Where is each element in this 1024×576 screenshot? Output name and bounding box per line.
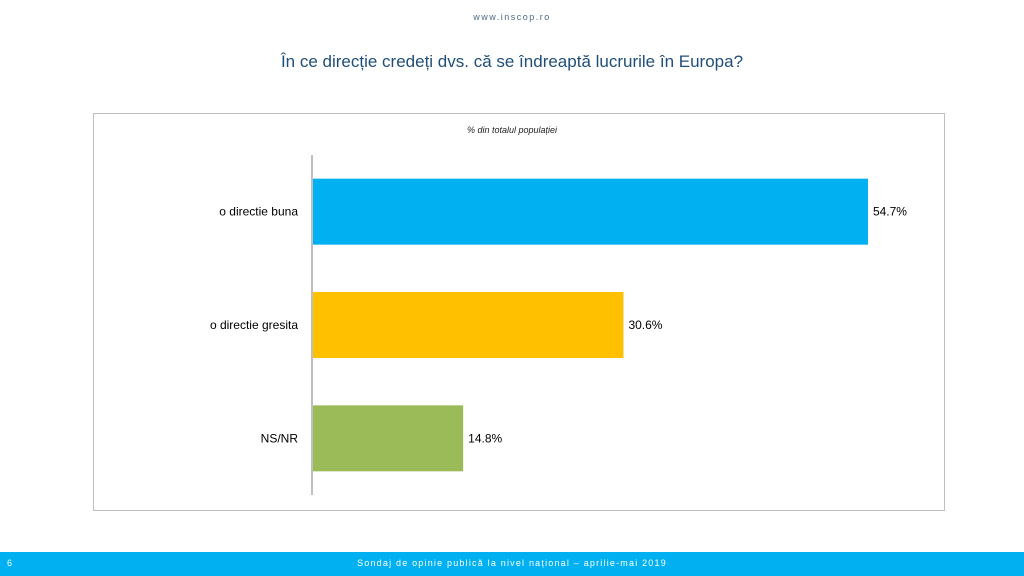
- bar-0: [313, 178, 868, 245]
- category-label-0: o directie buna: [219, 205, 298, 219]
- value-label-1: 30.6%: [628, 318, 662, 332]
- bar-2: [313, 405, 464, 472]
- category-label-2: NS/NR: [261, 431, 299, 445]
- footer-text: Sondaj de opinie publică la nivel națion…: [357, 558, 667, 568]
- page-number: 6: [7, 558, 13, 568]
- value-label-0: 54.7%: [873, 205, 907, 219]
- value-label-2: 14.8%: [468, 431, 502, 445]
- slide-title: În ce direcție credeți dvs. că se îndrea…: [280, 52, 744, 71]
- bar-1: [313, 292, 624, 358]
- category-label-1: o directie gresita: [210, 318, 298, 332]
- chart-subtitle: % din totalul populației: [466, 125, 558, 135]
- footer-bar: 6 Sondaj de opinie publică la nivel nați…: [0, 552, 1024, 576]
- site-url: www.inscop.ro: [473, 12, 551, 22]
